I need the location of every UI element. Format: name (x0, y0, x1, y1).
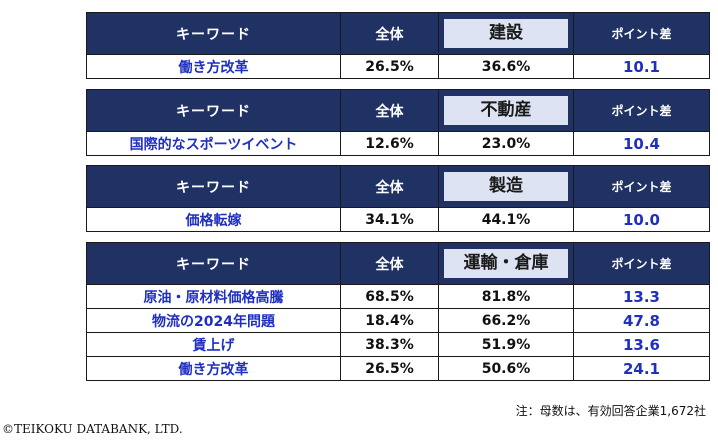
diff-cell: 13.6 (573, 332, 710, 357)
industry-value-cell: 36.6% (438, 54, 574, 79)
header-overall: 全体 (340, 12, 439, 55)
footnote: 注：母数は、有効回答企業1,672社 (515, 404, 706, 418)
table-real-estate: キーワード 全体 不動産 ポイント差 国際的なスポーツイベント 12.6% 23… (86, 89, 710, 156)
diff-cell: 10.4 (573, 131, 710, 156)
overall-cell: 68.5% (340, 284, 439, 309)
table-row: 働き方改革 26.5% 36.6% 10.1 (86, 54, 710, 79)
header-diff: ポイント差 (573, 12, 710, 55)
header-diff: ポイント差 (573, 242, 710, 285)
header-industry: 運輸・倉庫 (444, 249, 568, 278)
overall-cell: 26.5% (340, 54, 439, 79)
industry-value-cell: 81.8% (438, 284, 574, 309)
diff-cell: 47.8 (573, 308, 710, 333)
overall-cell: 34.1% (340, 207, 439, 232)
keyword-cell: 賃上げ (86, 332, 341, 357)
header-keyword: キーワード (86, 89, 341, 132)
industry-value-cell: 66.2% (438, 308, 574, 333)
keyword-cell: 原油・原材料価格高騰 (86, 284, 341, 309)
table-construction: キーワード 全体 建設 ポイント差 働き方改革 26.5% 36.6% 10.1 (86, 12, 710, 79)
header-overall: 全体 (340, 242, 439, 285)
keyword-cell: 働き方改革 (86, 54, 341, 79)
keyword-cell: 国際的なスポーツイベント (86, 131, 341, 156)
header-keyword: キーワード (86, 242, 341, 285)
diff-cell: 10.1 (573, 54, 710, 79)
header-industry: 不動産 (444, 96, 568, 125)
header-keyword: キーワード (86, 165, 341, 208)
keyword-cell: 働き方改革 (86, 356, 341, 381)
table-row: 国際的なスポーツイベント 12.6% 23.0% 10.4 (86, 131, 710, 156)
overall-cell: 26.5% (340, 356, 439, 381)
keyword-cell: 価格転嫁 (86, 207, 341, 232)
table-row: 物流の2024年問題 18.4% 66.2% 47.8 (86, 308, 710, 333)
table-row: 価格転嫁 34.1% 44.1% 10.0 (86, 207, 710, 232)
table-transport-warehouse: キーワード 全体 運輸・倉庫 ポイント差 原油・原材料価格高騰 68.5% 81… (86, 242, 710, 381)
table-manufacturing: キーワード 全体 製造 ポイント差 価格転嫁 34.1% 44.1% 10.0 (86, 165, 710, 232)
industry-value-cell: 51.9% (438, 332, 574, 357)
table-row: 賃上げ 38.3% 51.9% 13.6 (86, 332, 710, 357)
header-diff: ポイント差 (573, 89, 710, 132)
industry-value-cell: 50.6% (438, 356, 574, 381)
header-diff: ポイント差 (573, 165, 710, 208)
industry-value-cell: 23.0% (438, 131, 574, 156)
header-overall: 全体 (340, 89, 439, 132)
header-keyword: キーワード (86, 12, 341, 55)
table-row: 働き方改革 26.5% 50.6% 24.1 (86, 356, 710, 381)
header-industry: 製造 (444, 172, 568, 201)
industry-value-cell: 44.1% (438, 207, 574, 232)
overall-cell: 38.3% (340, 332, 439, 357)
overall-cell: 18.4% (340, 308, 439, 333)
header-industry: 建設 (444, 19, 568, 48)
diff-cell: 10.0 (573, 207, 710, 232)
table-row: 原油・原材料価格高騰 68.5% 81.8% 13.3 (86, 284, 710, 309)
copyright: ©TEIKOKU DATABANK, LTD. (2, 422, 183, 436)
header-overall: 全体 (340, 165, 439, 208)
overall-cell: 12.6% (340, 131, 439, 156)
keyword-cell: 物流の2024年問題 (86, 308, 341, 333)
diff-cell: 13.3 (573, 284, 710, 309)
diff-cell: 24.1 (573, 356, 710, 381)
